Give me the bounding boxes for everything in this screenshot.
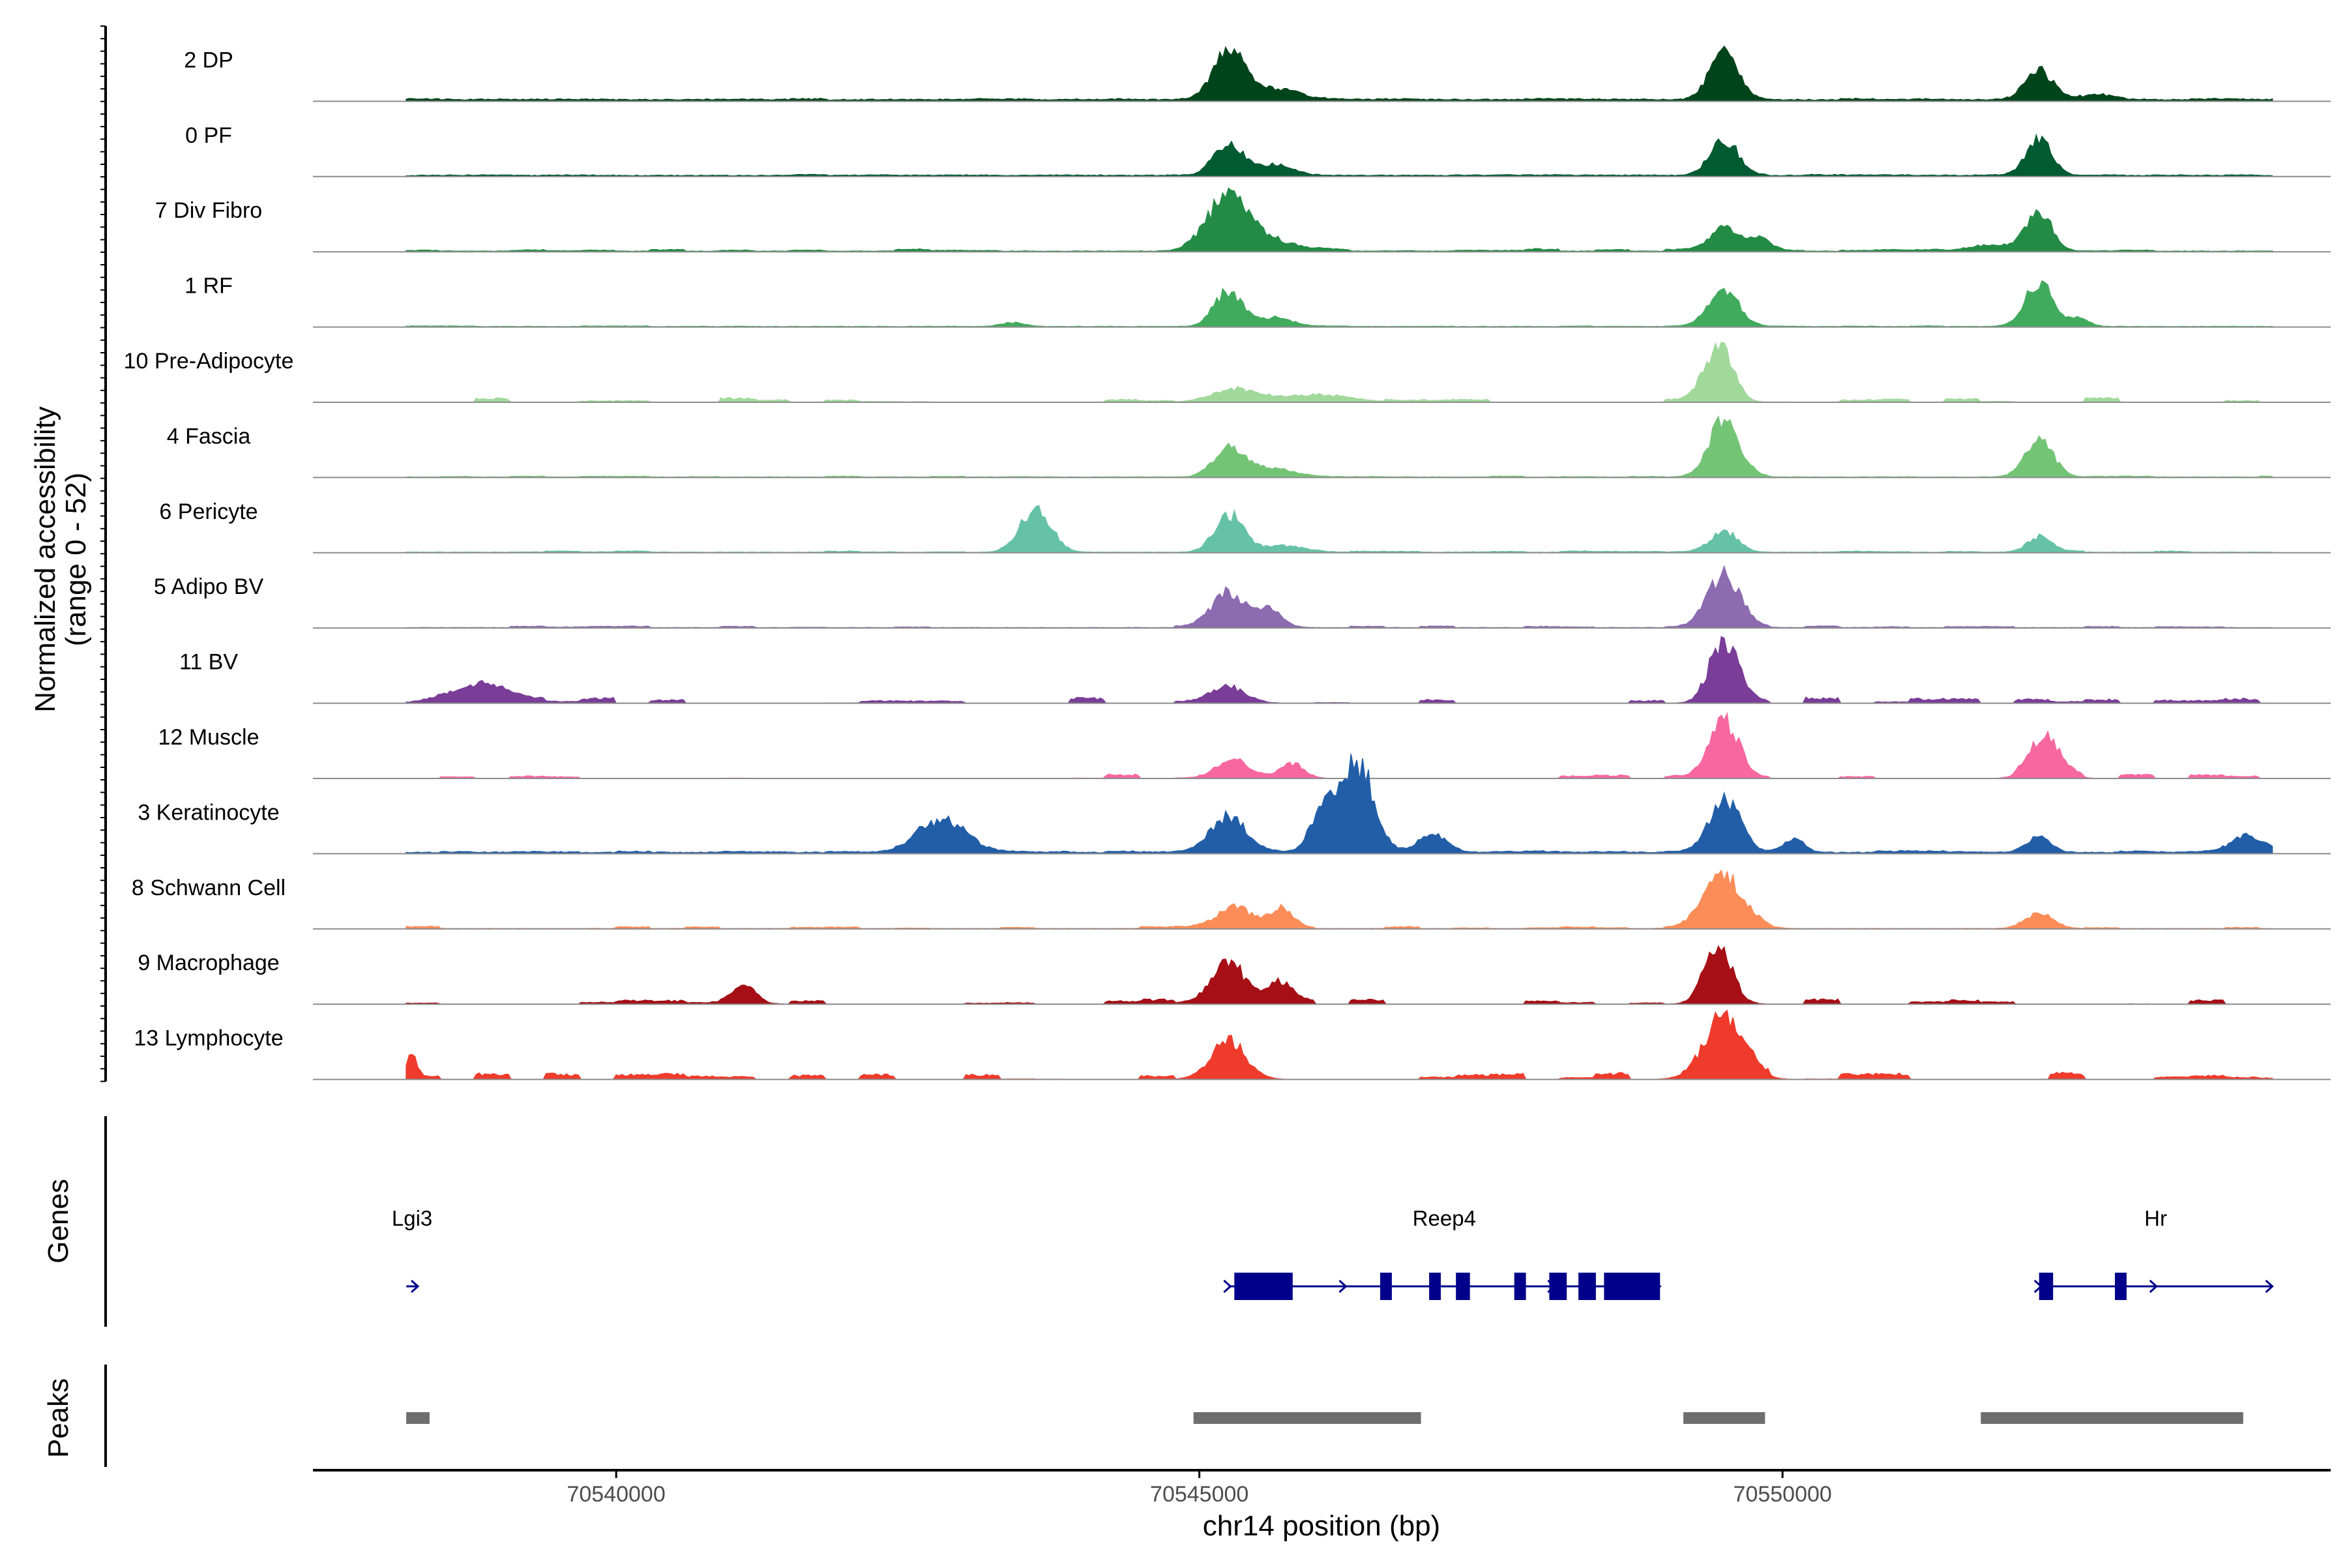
track-label: 2 DP: [184, 48, 233, 72]
coverage-area: [406, 754, 2273, 855]
peaks-track-title: Peaks: [42, 1378, 74, 1458]
gene-model: Reep4: [1223, 1206, 1662, 1300]
track-label: 6 Pericyte: [159, 499, 258, 524]
strand-arrow: [1338, 1279, 1348, 1294]
gene-exon: [1380, 1273, 1392, 1300]
genes-track-title: Genes: [42, 1179, 74, 1264]
gene-model: Hr: [2033, 1206, 2274, 1300]
coverage-area: [406, 45, 2273, 102]
peak-region: [1683, 1412, 1765, 1424]
gene-exon: [1456, 1273, 1470, 1300]
track-label: 1 RF: [185, 274, 233, 299]
track-label: 13 Lymphocyte: [134, 1026, 283, 1051]
gene-label: Lgi3: [392, 1206, 432, 1230]
track-label: 10 Pre-Adipocyte: [124, 349, 294, 374]
gene-exon: [1234, 1273, 1293, 1300]
track-label: 3 Keratinocyte: [138, 800, 279, 825]
gene-exon: [1549, 1273, 1567, 1300]
track-label: 8 Schwann Cell: [132, 876, 286, 900]
gene-exon: [2039, 1273, 2054, 1300]
gene-exon: [1604, 1273, 1661, 1300]
coverage-track: 10 Pre-Adipocyte: [124, 342, 2331, 403]
gene-exon: [1578, 1273, 1596, 1300]
peak-region: [1193, 1412, 1421, 1424]
track-label: 9 Macrophage: [138, 951, 279, 975]
coverage-track: 5 Adipo BV: [154, 565, 2331, 629]
strand-arrow: [2033, 1279, 2043, 1294]
strand-arrow: [1547, 1279, 1556, 1294]
coverage-track: 6 Pericyte: [159, 499, 2331, 554]
x-axis-title: chr14 position (bp): [1203, 1510, 1440, 1542]
gene-model: Lgi3: [392, 1206, 432, 1294]
coverage-track: 7 Div Fibro: [155, 187, 2331, 253]
coverage-track: 9 Macrophage: [138, 945, 2331, 1005]
coverage-track: 8 Schwann Cell: [132, 869, 2331, 930]
peak-region: [406, 1412, 430, 1424]
coverage-track: 12 Muscle: [158, 711, 2331, 779]
gene-exon: [1514, 1273, 1526, 1300]
gene-exon: [1429, 1273, 1441, 1300]
track-label: 11 BV: [179, 650, 238, 675]
coverage-track: 0 PF: [185, 123, 2331, 177]
track-label: 7 Div Fibro: [155, 198, 262, 223]
track-label: 12 Muscle: [158, 725, 259, 750]
y-axis-title: Normalized accessibility: [29, 406, 61, 712]
y-axis-range-label: (range 0 - 52): [60, 473, 92, 647]
track-label: 4 Fascia: [167, 424, 251, 449]
x-tick-label: 70545000: [1150, 1482, 1248, 1507]
gene-exon: [2115, 1273, 2127, 1300]
coverage-track: 11 BV: [179, 636, 2331, 704]
peak-region: [1981, 1412, 2243, 1424]
strand-arrow: [1653, 1279, 1662, 1294]
strand-arrow: [2265, 1279, 2274, 1294]
track-label: 0 PF: [185, 123, 232, 148]
track-label: 5 Adipo BV: [154, 574, 264, 599]
x-tick-label: 70540000: [567, 1482, 665, 1507]
x-tick-label: 70550000: [1734, 1482, 1832, 1507]
gene-label: Hr: [2144, 1206, 2167, 1230]
coverage-area: [406, 187, 2273, 252]
coverage-area: [406, 133, 2273, 177]
strand-arrow: [2149, 1279, 2158, 1294]
coverage-track: 1 RF: [185, 274, 2331, 328]
strand-arrow: [411, 1279, 420, 1294]
gene-label: Reep4: [1413, 1206, 1476, 1230]
coverage-track: 4 Fascia: [167, 415, 2331, 479]
coverage-track: 13 Lymphocyte: [134, 1009, 2331, 1080]
coverage-track: 2 DP: [184, 45, 2331, 102]
coverage-track: 3 Keratinocyte: [138, 754, 2331, 855]
strand-arrow: [1223, 1279, 1232, 1294]
